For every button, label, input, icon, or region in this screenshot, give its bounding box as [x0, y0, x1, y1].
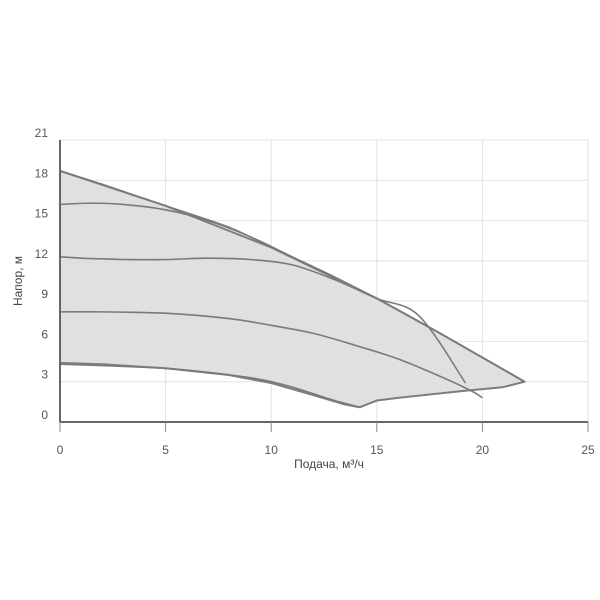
axes — [59, 140, 589, 432]
y-tick-label-9: 9 — [41, 287, 48, 301]
tick-labels: 0 5 10 15 20 25 0 3 6 9 12 15 18 21 — [35, 126, 595, 457]
series-line-5 — [59, 363, 361, 409]
x-tick-label-25: 25 — [581, 443, 595, 457]
x-axis-label: Подача, м³/ч — [294, 457, 364, 471]
y-tick-label-6: 6 — [41, 327, 48, 341]
x-tick-label-15: 15 — [370, 443, 384, 457]
y-axis-label: Напор, м — [11, 256, 25, 306]
y-tick-label-3: 3 — [41, 368, 48, 382]
y-tick-label-21: 21 — [35, 126, 49, 140]
x-tick-label-5: 5 — [162, 443, 169, 457]
y-tick-label-15: 15 — [35, 207, 49, 221]
y-tick-label-18: 18 — [35, 166, 49, 180]
series-line-3 — [59, 256, 467, 384]
x-tick-label-0: 0 — [57, 443, 64, 457]
envelope-area — [59, 169, 526, 409]
x-tick-label-20: 20 — [476, 443, 490, 457]
y-tick-label-12: 12 — [35, 247, 49, 261]
y-tick-label-0: 0 — [41, 408, 48, 422]
series-line-4 — [59, 310, 483, 399]
operating-envelope — [59, 169, 526, 409]
x-tick-label-10: 10 — [265, 443, 279, 457]
curve-series — [59, 170, 526, 409]
series-line-2 — [59, 202, 378, 300]
